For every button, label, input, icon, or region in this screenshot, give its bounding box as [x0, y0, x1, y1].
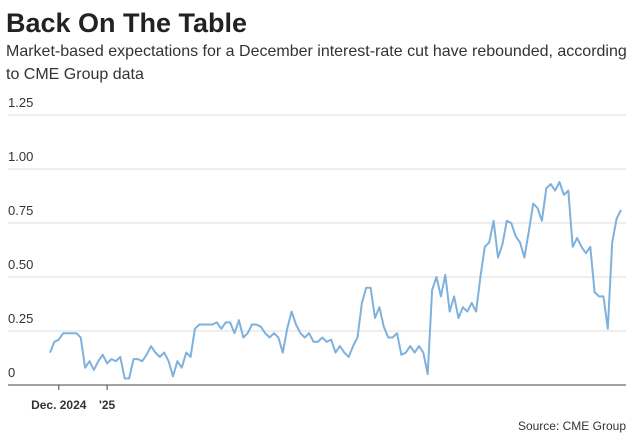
y-tick-label: 0.75	[8, 203, 33, 218]
subtitle-box: Market-based expectations for a December…	[6, 43, 627, 83]
y-tick-label: 1.00	[8, 149, 33, 164]
x-tick-label: Dec. 2024	[31, 398, 87, 412]
line-series	[49, 181, 622, 380]
x-tick-label: '25	[99, 398, 116, 412]
y-tick-label: 0.25	[8, 311, 33, 326]
source: Source: CME Group	[518, 419, 626, 433]
y-tick-label: 0	[8, 365, 15, 380]
chart-subtitle: Market-based expectations for a December…	[6, 43, 627, 83]
y-tick-label: 1.25	[8, 95, 33, 110]
y-tick-label: 0.50	[8, 257, 33, 272]
chart-title: Back On The Table	[6, 8, 247, 38]
